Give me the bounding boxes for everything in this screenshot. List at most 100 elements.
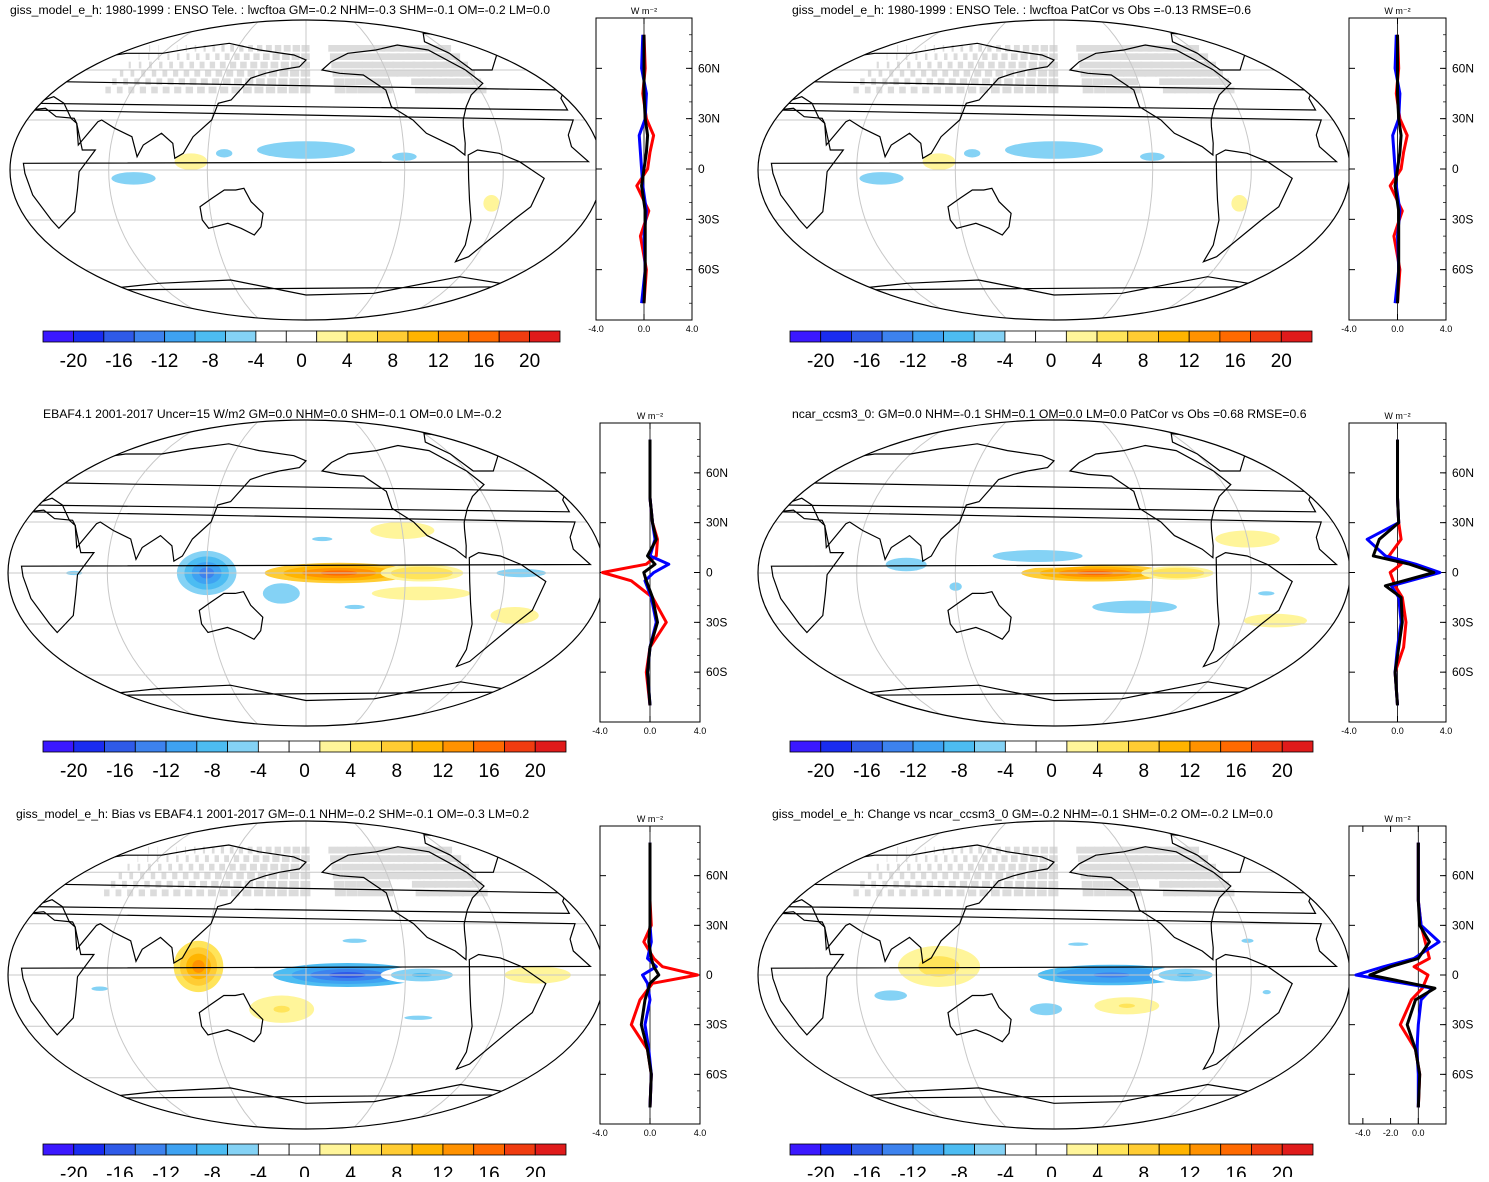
land-mask-cell (237, 70, 244, 77)
land-mask-cell (1025, 87, 1035, 94)
land-mask-cell (1094, 87, 1105, 94)
colorbar-label: 4 (345, 761, 356, 782)
colorbar-label: -20 (807, 351, 834, 372)
colorbar-label: 0 (1046, 351, 1057, 372)
colorbar-label: -12 (152, 1164, 179, 1177)
land-mask-cell (219, 864, 225, 871)
x-tick-label: 0.0 (644, 726, 657, 736)
colorbar-cell (381, 1144, 412, 1155)
colorbar-label: 12 (432, 761, 453, 782)
land-mask-cell (151, 872, 155, 879)
land-mask-cell (1004, 78, 1013, 85)
land-mask-cell (1083, 87, 1094, 94)
colorbar-cell (43, 741, 74, 752)
land-mask-cell (129, 872, 133, 879)
land-mask-cell (376, 872, 388, 879)
land-mask-cell (279, 70, 288, 77)
land-mask-cell (279, 872, 288, 879)
land-mask-cell (176, 855, 179, 862)
colorbar-label: -16 (853, 351, 880, 372)
land-mask-cell (968, 62, 974, 69)
land-mask-cell (215, 53, 219, 60)
land-mask-cell (954, 855, 958, 862)
colorbar-cell (1282, 1144, 1313, 1155)
land-mask-cell (105, 87, 110, 94)
land-mask-cell (1021, 855, 1028, 862)
land-mask-cell (915, 855, 917, 862)
land-mask-cell (958, 62, 963, 69)
colorbar-cell (289, 1144, 320, 1155)
land-mask-cell (871, 78, 876, 85)
colorbar-cell (1036, 331, 1067, 342)
land-mask-cell (865, 889, 871, 896)
land-mask-cell (210, 62, 215, 69)
land-mask-cell (186, 855, 189, 862)
land-mask-cell (1079, 864, 1089, 871)
land-mask-cell (221, 45, 224, 52)
land-mask-cell (899, 87, 906, 94)
colorbar-cell (1221, 1144, 1252, 1155)
land-mask-cell (934, 847, 935, 854)
map-area (758, 821, 1350, 1129)
land-mask-cell (335, 889, 346, 896)
land-mask-cell (1097, 855, 1108, 862)
land-mask-cell (254, 889, 263, 896)
colorbar-label: -4 (997, 1164, 1014, 1177)
land-mask-cell (1078, 53, 1088, 60)
land-mask-cell (206, 53, 210, 60)
land-mask-cell (1117, 889, 1129, 896)
land-mask-cell (293, 847, 301, 854)
land-mask-cell (243, 87, 252, 94)
anomaly-blob (896, 561, 917, 568)
land-mask-cell (250, 864, 257, 871)
colorbar-label: -4 (996, 351, 1013, 372)
land-mask-cell (1100, 62, 1111, 69)
land-mask-cell (266, 889, 275, 896)
land-mask-cell (953, 872, 959, 879)
colorbar-cell (535, 741, 566, 752)
land-mask-cell (1038, 872, 1047, 879)
land-mask-cell (1001, 53, 1007, 60)
land-mask-cell (275, 45, 281, 52)
land-mask-cell (1079, 62, 1089, 69)
land-mask-cell (204, 872, 210, 879)
land-mask-cell (225, 53, 230, 60)
land-mask-cell (1159, 881, 1172, 888)
land-mask-cell (260, 62, 267, 69)
land-mask-cell (240, 62, 247, 69)
colorbar-cell (852, 741, 883, 752)
land-mask-cell (945, 889, 953, 896)
colorbar-cell (408, 331, 438, 342)
land-mask-cell (131, 70, 135, 77)
lat-label: 60N (706, 869, 728, 883)
land-mask-cell (129, 62, 131, 69)
land-mask-cell (973, 53, 978, 60)
panel-middle-left: EBAF4.1 2001-2017 Uncer=15 W/m2 GM=0.0 N… (8, 407, 728, 782)
anomaly-blob (345, 605, 365, 609)
colorbar-label: 16 (1226, 1164, 1247, 1177)
colorbar-cell (197, 1144, 228, 1155)
land-mask-cell (1014, 87, 1023, 94)
land-mask-cell (968, 889, 976, 896)
colorbar-label: 0 (296, 351, 307, 372)
colorbar-cell (499, 331, 529, 342)
colorbar-label: 20 (525, 761, 546, 782)
colorbar-cell (412, 741, 443, 752)
land-mask-cell (978, 62, 984, 69)
colorbar-label: 0 (299, 1164, 310, 1177)
land-mask-cell (158, 847, 159, 854)
colorbar-label: 8 (1138, 351, 1149, 372)
lat-label: 60N (1452, 61, 1474, 75)
anomaly-blob (1237, 201, 1241, 205)
anomaly-blob (874, 176, 889, 180)
colorbar-cell (944, 1144, 975, 1155)
land-mask-cell (144, 881, 149, 888)
land-mask-cell (334, 881, 345, 888)
colorbar-cell (1005, 1144, 1036, 1155)
panel-bottom-right: giss_model_e_h: Change vs ncar_ccsm3_0 G… (758, 807, 1474, 1177)
land-mask-cell (910, 70, 915, 77)
land-mask-cell (996, 70, 1004, 77)
